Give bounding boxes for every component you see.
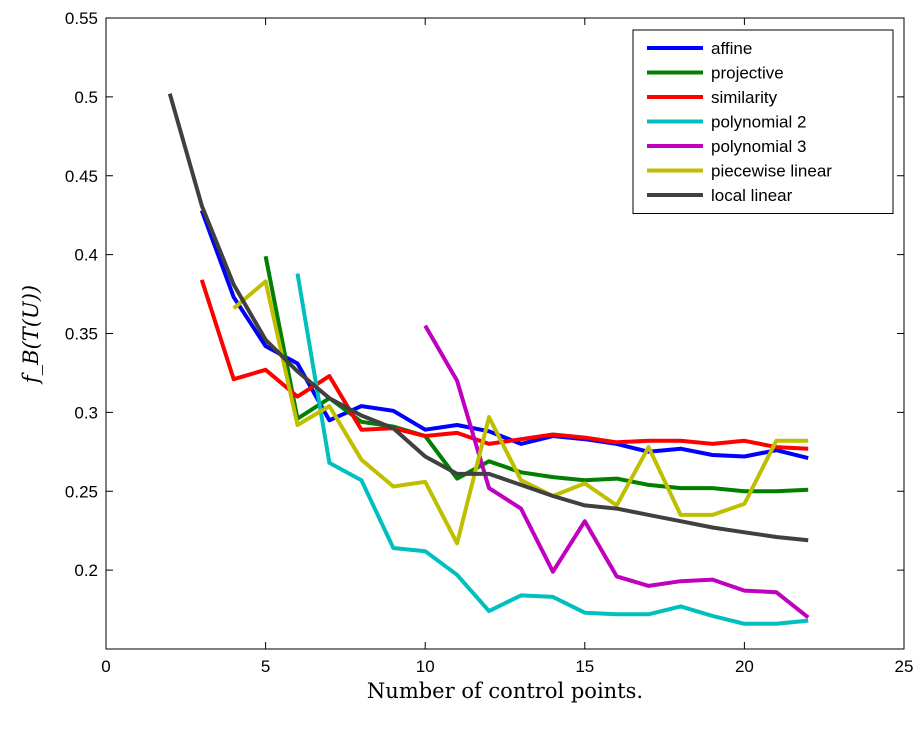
y-tick-label: 0.45 [65,167,98,186]
series-line-polynomial-3 [423,324,810,619]
y-tick-label: 0.25 [65,482,98,501]
legend-label-polynomial-2: polynomial 2 [711,113,806,132]
series-line-polynomial-2 [295,273,809,626]
legend: affine projective similarity polynomial 2 po… [632,29,894,214]
ticks: 0 5 10 15 20 25 0.2 0.25 0.3 0.35 0.4 0.45 0.5 0.55 [65,9,914,676]
legend-label-affine: affine [711,39,752,58]
y-tick-label: 0.35 [65,325,98,344]
legend-label-similarity: similarity [711,88,778,107]
x-axis-title: Number of control points. [367,679,643,703]
x-tick-label: 25 [895,657,914,676]
x-tick-label: 15 [575,657,594,676]
legend-label-polynomial-3: polynomial 3 [711,137,806,156]
x-tick-label: 20 [735,657,754,676]
y-tick-label: 0.3 [74,403,98,422]
x-tick-label: 0 [101,657,110,676]
series-line-affine [199,209,809,461]
series-line-similarity [199,279,809,451]
legend-label-local-linear: local linear [711,186,793,205]
y-axis-title: f_B(T(U)) [19,285,43,385]
series-layer [167,93,810,626]
x-tick-label: 5 [261,657,270,676]
y-tick-label: 0.5 [74,88,98,107]
y-tick-label: 0.55 [65,9,98,28]
y-tick-label: 0.2 [74,561,98,580]
legend-label-piecewise-linear: piecewise linear [711,162,832,181]
x-tick-label: 10 [416,657,435,676]
series-line-local-linear [167,93,809,543]
series-line-piecewise-linear [232,279,809,546]
y-tick-label: 0.4 [74,246,98,265]
legend-label-projective: projective [711,64,784,83]
